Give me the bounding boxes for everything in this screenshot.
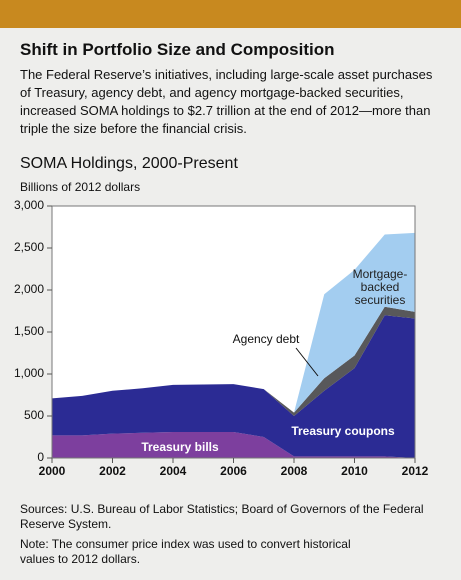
x-tick-label: 2004 (160, 464, 187, 478)
x-tick-label: 2006 (220, 464, 247, 478)
sources: Sources: U.S. Bureau of Labor Statistics… (20, 502, 424, 531)
y-tick-label: 0 (37, 450, 44, 464)
x-tick-label: 2002 (99, 464, 126, 478)
y-tick-label: 2,500 (14, 240, 44, 254)
x-tick-label: 2000 (39, 464, 66, 478)
area (52, 315, 415, 458)
y-tick-label: 1,500 (14, 324, 44, 338)
y-tick-label: 500 (24, 408, 44, 422)
y-tick-label: 2,000 (14, 282, 44, 296)
area (52, 431, 415, 458)
x-tick-label: 2010 (341, 464, 368, 478)
note: Note: The consumer price index was used … (20, 537, 351, 566)
area-label: Treasury coupons (291, 424, 395, 438)
x-tick-label: 2012 (402, 464, 429, 478)
area-label: Agency debt (233, 332, 300, 346)
y-tick-label: 1,000 (14, 366, 44, 380)
y-tick-label: 3,000 (14, 198, 44, 212)
area (52, 232, 415, 413)
area (52, 306, 415, 416)
y-axis-label: Billions of 2012 dollars (20, 180, 141, 194)
x-tick-label: 2008 (281, 464, 308, 478)
area-label: Treasury bills (141, 440, 219, 454)
chart-title: SOMA Holdings, 2000-Present (20, 155, 238, 172)
header-bar (0, 0, 461, 28)
subtitle: The Federal Reserve’s initiatives, inclu… (20, 67, 433, 136)
area-label: Mortgage-backed securities (352, 267, 408, 307)
title: Shift in Portfolio Size and Composition (20, 40, 335, 59)
leader-line (295, 347, 319, 377)
